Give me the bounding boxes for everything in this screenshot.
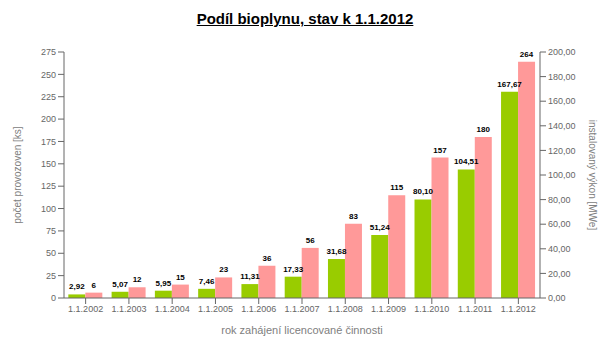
svg-text:25: 25: [46, 271, 56, 281]
svg-text:60,00: 60,00: [548, 219, 571, 229]
svg-text:180: 180: [477, 125, 491, 134]
svg-text:80,00: 80,00: [548, 195, 571, 205]
svg-text:40,00: 40,00: [548, 244, 571, 254]
svg-text:275: 275: [41, 47, 56, 57]
svg-text:100,00: 100,00: [548, 170, 576, 180]
svg-text:51,24: 51,24: [370, 223, 391, 232]
svg-text:rok zahájení licencované činno: rok zahájení licencované činnosti: [221, 324, 382, 336]
svg-text:200: 200: [41, 114, 56, 124]
svg-text:36: 36: [262, 254, 271, 263]
svg-text:80,10: 80,10: [413, 187, 434, 196]
svg-text:175: 175: [41, 137, 56, 147]
svg-text:instalovaný výkon [MWe]: instalovaný výkon [MWe]: [587, 120, 598, 231]
svg-text:56: 56: [306, 236, 315, 245]
svg-text:150: 150: [41, 159, 56, 169]
svg-text:0,00: 0,00: [548, 293, 566, 303]
svg-text:1.1.2002: 1.1.2002: [68, 304, 103, 314]
svg-text:5,95: 5,95: [156, 279, 172, 288]
svg-text:23: 23: [219, 265, 228, 274]
svg-text:1.1.2012: 1.1.2012: [501, 304, 536, 314]
svg-text:160,00: 160,00: [548, 96, 576, 106]
svg-text:167,67: 167,67: [497, 80, 522, 89]
svg-text:17,33: 17,33: [283, 265, 304, 274]
svg-text:20,00: 20,00: [548, 269, 571, 279]
svg-text:1.1.2009: 1.1.2009: [371, 304, 406, 314]
svg-text:1.1.2007: 1.1.2007: [284, 304, 319, 314]
svg-text:7,46: 7,46: [199, 277, 215, 286]
svg-text:83: 83: [349, 212, 358, 221]
svg-text:120,00: 120,00: [548, 146, 576, 156]
svg-text:200,00: 200,00: [548, 47, 576, 57]
svg-text:1.1.2006: 1.1.2006: [241, 304, 276, 314]
svg-text:75: 75: [46, 226, 56, 236]
svg-text:125: 125: [41, 181, 56, 191]
svg-text:264: 264: [520, 50, 534, 59]
svg-text:počet provozoven [ks]: počet provozoven [ks]: [12, 126, 23, 223]
html-text:Podíl bioplynu, stav k 1.1.201: Podíl bioplynu, stav k 1.1.2012: [196, 10, 414, 27]
svg-text:15: 15: [176, 273, 185, 282]
svg-text:12: 12: [133, 275, 142, 284]
svg-text:5,07: 5,07: [112, 280, 128, 289]
svg-text:225: 225: [41, 92, 56, 102]
svg-text:50: 50: [46, 248, 56, 258]
svg-text:250: 250: [41, 70, 56, 80]
svg-text:100: 100: [41, 204, 56, 214]
svg-text:1.1.2010: 1.1.2010: [414, 304, 449, 314]
svg-text:180,00: 180,00: [548, 72, 576, 82]
svg-text:104,51: 104,51: [454, 157, 479, 166]
svg-text:1.1.2005: 1.1.2005: [198, 304, 233, 314]
svg-text:140,00: 140,00: [548, 121, 576, 131]
svg-text:31,68: 31,68: [326, 247, 347, 256]
svg-text:1.1.2004: 1.1.2004: [155, 304, 190, 314]
svg-text:1.1.2011: 1.1.2011: [458, 304, 492, 314]
svg-text:157: 157: [433, 146, 447, 155]
svg-text:1.1.2003: 1.1.2003: [111, 304, 146, 314]
svg-text:115: 115: [390, 183, 403, 192]
svg-text:11,31: 11,31: [240, 272, 260, 281]
svg-text:0: 0: [51, 293, 56, 303]
svg-text:1.1.2008: 1.1.2008: [328, 304, 363, 314]
svg-text:2,92: 2,92: [69, 282, 85, 291]
svg-text:6: 6: [92, 281, 97, 290]
